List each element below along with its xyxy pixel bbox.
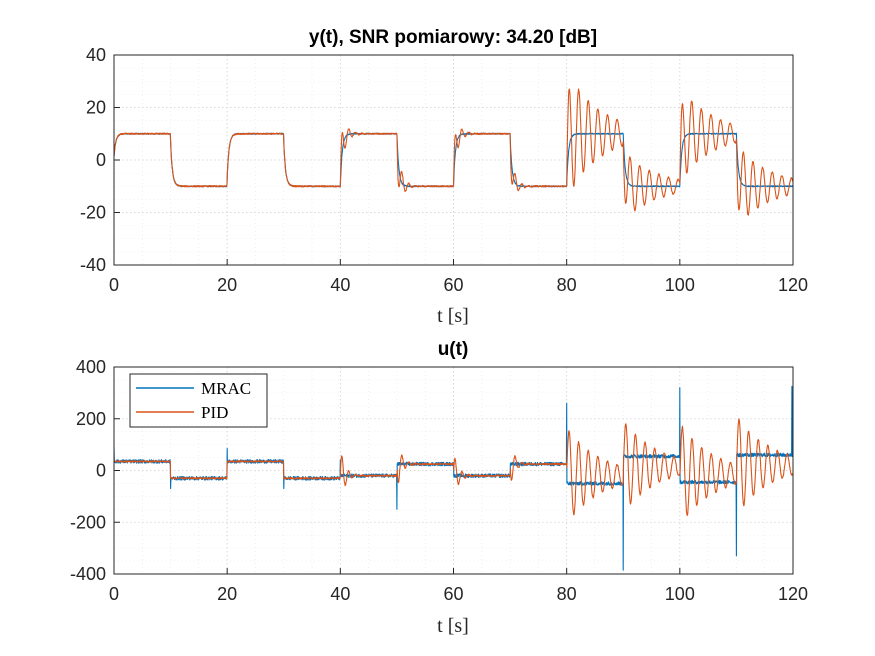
x-tick-label: 0: [109, 275, 119, 295]
x-tick-label: 60: [443, 275, 463, 295]
x-tick-label: 40: [330, 584, 350, 604]
legend: MRAC PID: [129, 373, 268, 428]
subplot-u: u(t) 0 20 40 60 80 100 120 400 200 0 -200 -400 t [s…: [70, 339, 808, 637]
series-line-pid: [113, 88, 794, 216]
x-tick-label: 20: [217, 584, 237, 604]
series-group-y: [113, 88, 794, 216]
x-tick-label: 0: [109, 584, 119, 604]
x-tick-label: 100: [665, 275, 695, 295]
x-tick-label: 20: [217, 275, 237, 295]
x-axis-label-y: t [s]: [437, 305, 469, 327]
y-tick-label: 0: [96, 461, 106, 481]
legend-box: [129, 373, 268, 428]
series-group-u: [113, 385, 794, 571]
plot-title-u: u(t): [438, 339, 469, 360]
series-line-pid: [113, 418, 794, 516]
x-axis-label-u: t [s]: [437, 615, 469, 637]
x-tick-label: 40: [330, 275, 350, 295]
x-tick-label: 120: [778, 275, 808, 295]
y-tick-label: -200: [70, 512, 106, 532]
y-tick-label: 40: [86, 45, 106, 65]
y-tick-label: 20: [86, 98, 106, 118]
y-tick-label: 200: [76, 409, 106, 429]
legend-label-pid: PID: [201, 403, 228, 422]
y-tick-label: -20: [80, 203, 106, 223]
x-tick-label: 80: [557, 584, 577, 604]
x-tick-label: 60: [443, 584, 463, 604]
y-tick-label: 0: [96, 150, 106, 170]
legend-label-mrac: MRAC: [201, 379, 251, 398]
subplot-y: y(t), SNR pomiarowy: 34.20 [dB] 0 20 40 60 8…: [80, 27, 808, 327]
x-tick-label: 120: [778, 584, 808, 604]
ticks-u: 0 20 40 60 80 100 120 400 200 0 -200 -400: [70, 357, 808, 604]
plot-title-y: y(t), SNR pomiarowy: 34.20 [dB]: [309, 27, 597, 48]
x-tick-label: 80: [557, 275, 577, 295]
ticks-y: 0 20 40 60 80 100 120 40 20 0 -20 -40: [80, 45, 808, 295]
y-tick-label: -400: [70, 564, 106, 584]
y-tick-label: -40: [80, 255, 106, 275]
y-tick-label: 400: [76, 357, 106, 377]
x-tick-label: 100: [665, 584, 695, 604]
